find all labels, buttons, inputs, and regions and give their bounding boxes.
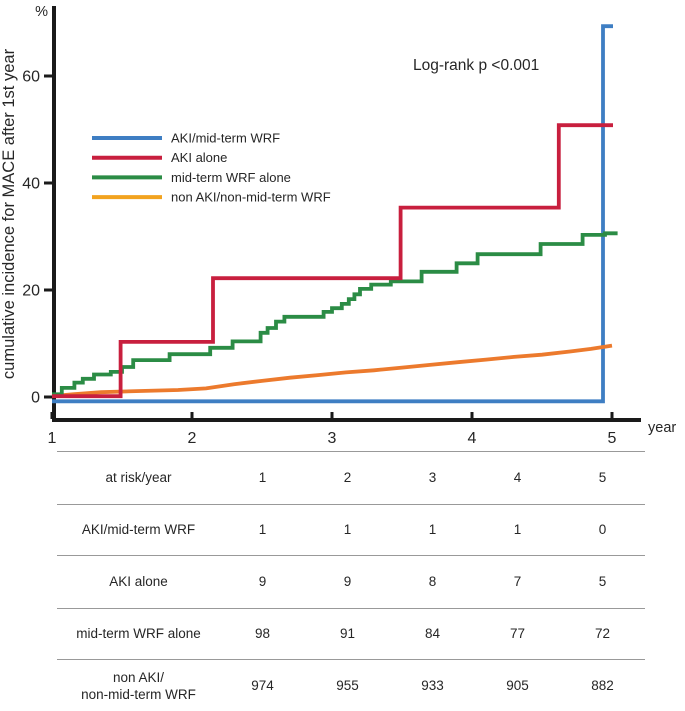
risk-table-row: AKI/mid-term WRF 1 1 1 1 0 xyxy=(57,504,645,555)
risk-cell: 84 xyxy=(424,625,441,641)
risk-cell: 5 xyxy=(598,573,607,589)
percent-unit-label: % xyxy=(35,4,48,20)
y-tick-label: 0 xyxy=(31,390,40,407)
x-axis-label: year xyxy=(648,420,676,436)
y-tick-label: 20 xyxy=(22,283,40,300)
x-tick-label: 5 xyxy=(608,430,617,447)
risk-cell: 5 xyxy=(598,469,607,485)
x-tick-label: 1 xyxy=(48,430,57,447)
legend-label: AKI alone xyxy=(171,150,227,165)
legend-label: AKI/mid-term WRF xyxy=(171,131,280,146)
risk-cell: 3 xyxy=(428,469,437,485)
risk-cell: 7 xyxy=(513,573,522,589)
risk-cell: 4 xyxy=(513,469,522,485)
series-curve xyxy=(52,231,618,397)
y-tick-label: 40 xyxy=(22,176,40,193)
risk-cell: 1 xyxy=(428,521,437,537)
risk-cell: 974 xyxy=(251,678,274,694)
risk-cell: 1 xyxy=(343,521,352,537)
risk-cell: 9 xyxy=(258,573,267,589)
series-curve xyxy=(52,123,613,399)
y-axis-label: cumulative incidence for MACE after 1st … xyxy=(0,48,18,379)
risk-cell: 72 xyxy=(594,625,611,641)
risk-row-label: mid-term WRF alone xyxy=(76,625,201,641)
risk-cell: 1 xyxy=(258,521,267,537)
x-tick-label: 4 xyxy=(468,430,477,447)
legend-label: non AKI/non-mid-term WRF xyxy=(171,190,331,205)
x-tick-label: 2 xyxy=(188,430,197,447)
risk-table-row: non AKI/ non-mid-term WRF 974 955 933 905 882 xyxy=(57,659,645,711)
risk-cell: 882 xyxy=(591,678,614,694)
risk-cell: 905 xyxy=(506,678,529,694)
risk-cell: 1 xyxy=(513,521,522,537)
risk-row-label: non AKI/ non-mid-term WRF xyxy=(81,670,196,702)
series-curve xyxy=(51,343,613,399)
risk-cell: 933 xyxy=(421,678,444,694)
risk-cell: 2 xyxy=(343,469,352,485)
at-risk-table: at risk/year 1 2 3 4 5 AKI/mid-term WRF 1 1 1 1 0 AK… xyxy=(0,451,685,711)
x-tick-label: 3 xyxy=(328,430,337,447)
risk-row-label: at risk/year xyxy=(105,469,172,485)
risk-cell: 9 xyxy=(343,573,352,589)
legend-label: mid-term WRF alone xyxy=(171,170,291,185)
risk-cell: 8 xyxy=(428,573,437,589)
risk-cell: 98 xyxy=(254,625,271,641)
risk-cell: 77 xyxy=(509,625,526,641)
risk-table-row: AKI alone 9 9 8 7 5 xyxy=(57,555,645,608)
cumulative-incidence-chart: 0 20 40 60 1 2 3 4 5% year cumulative incidence fo… xyxy=(0,4,676,447)
y-tick-label: 60 xyxy=(22,69,40,86)
logrank-annotation: Log-rank p <0.001 xyxy=(413,57,539,74)
series-curve xyxy=(52,24,613,404)
risk-table-row: mid-term WRF alone 98 91 84 77 72 xyxy=(57,608,645,659)
risk-cell: 0 xyxy=(598,521,607,537)
risk-cell: 955 xyxy=(336,678,359,694)
risk-table-row: at risk/year 1 2 3 4 5 xyxy=(57,451,645,504)
risk-cell: 91 xyxy=(339,625,356,641)
risk-cell: 1 xyxy=(258,469,267,485)
risk-row-label: AKI alone xyxy=(109,573,168,589)
risk-row-label: AKI/mid-term WRF xyxy=(81,521,196,537)
